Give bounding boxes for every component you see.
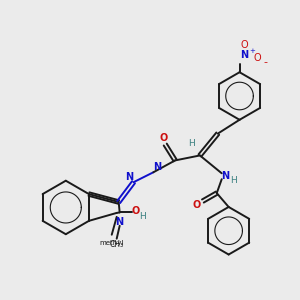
Text: N: N bbox=[125, 172, 134, 182]
Text: O: O bbox=[241, 40, 248, 50]
Text: N: N bbox=[222, 171, 230, 181]
Text: H: H bbox=[139, 212, 146, 221]
Text: O: O bbox=[159, 133, 167, 142]
Text: O: O bbox=[193, 200, 201, 210]
Text: CH₃: CH₃ bbox=[110, 240, 124, 249]
Text: O: O bbox=[254, 53, 261, 63]
Text: +: + bbox=[250, 48, 255, 54]
Text: H: H bbox=[230, 176, 237, 185]
Text: O: O bbox=[131, 206, 140, 216]
Text: N: N bbox=[153, 162, 161, 172]
Text: -: - bbox=[263, 57, 267, 67]
Text: N: N bbox=[240, 50, 249, 60]
Text: H: H bbox=[189, 139, 195, 148]
Text: N: N bbox=[116, 217, 124, 227]
Text: methyl: methyl bbox=[100, 240, 124, 246]
